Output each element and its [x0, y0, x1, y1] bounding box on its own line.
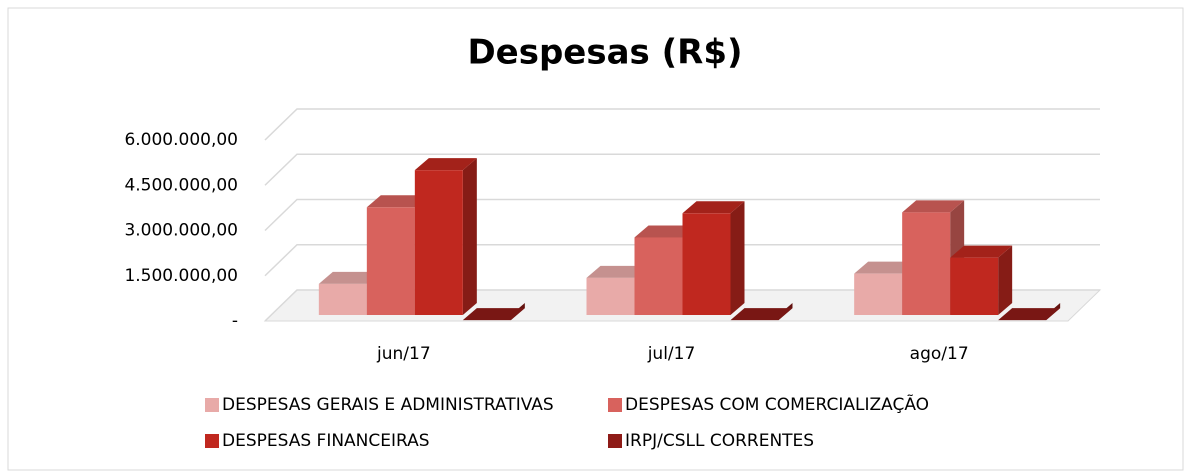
grid-line [264, 108, 1100, 141]
bar [950, 257, 999, 315]
bar [414, 170, 463, 315]
bar-side [462, 158, 477, 315]
bar-top [634, 225, 697, 238]
grid-line [264, 198, 1100, 232]
bar-top [414, 158, 477, 171]
bar-top [586, 265, 649, 278]
y-tick-label: - [232, 311, 238, 331]
bar [366, 207, 415, 315]
bar-side [998, 245, 1013, 315]
bar [634, 237, 683, 315]
bar-top [682, 201, 745, 214]
legend-label: DESPESAS COM COMERCIALIZAÇÃO [625, 393, 929, 415]
chart-title: Despesas (R$) [467, 33, 742, 73]
bar-side [730, 201, 745, 315]
x-tick-label: jul/17 [647, 344, 696, 364]
bar-top [462, 308, 525, 321]
legend-label: IRPJ/CSLL CORRENTES [625, 431, 814, 451]
bar [854, 273, 903, 315]
grid-line [264, 153, 1100, 186]
x-tick-label: jun/17 [376, 344, 431, 364]
bar-top [902, 200, 965, 213]
legend-label: DESPESAS GERAIS E ADMINISTRATIVAS [222, 395, 554, 415]
bar-top [950, 245, 1013, 258]
y-tick-label: 6.000.000,00 [124, 130, 238, 150]
y-tick-label: 3.000.000,00 [124, 221, 238, 241]
bar [586, 277, 635, 315]
bar [682, 213, 731, 315]
bar-top [998, 308, 1061, 321]
bar [902, 212, 951, 315]
x-tick-label: ago/17 [910, 344, 969, 364]
bar-top [730, 308, 793, 321]
legend-swatch [205, 398, 219, 412]
chart-border [7, 7, 1184, 471]
legend-swatch [205, 434, 219, 448]
bar [318, 283, 367, 315]
y-tick-label: 4.500.000,00 [124, 175, 238, 195]
bar-top [854, 261, 917, 274]
grid-line [264, 244, 1100, 277]
bar-top [318, 271, 381, 284]
y-tick-label: 1.500.000,00 [124, 266, 238, 286]
grid-line [264, 289, 1100, 322]
legend-label: DESPESAS FINANCEIRAS [222, 431, 430, 451]
legend-swatch [608, 434, 622, 448]
bar-top [366, 195, 429, 208]
legend-swatch [608, 398, 622, 412]
